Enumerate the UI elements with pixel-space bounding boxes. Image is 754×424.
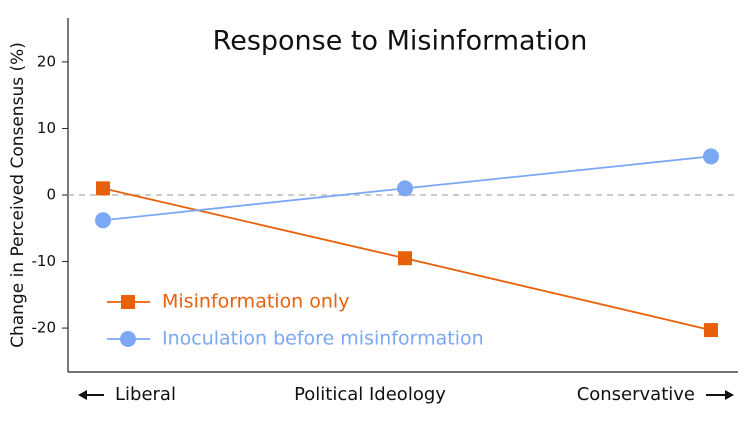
y-tick-label: -20 — [32, 319, 57, 337]
legend-marker — [120, 331, 136, 347]
y-tick-label: -10 — [32, 252, 57, 270]
marker — [95, 212, 111, 229]
legend-label: Misinformation only — [162, 291, 349, 313]
left-arrow — [78, 390, 104, 400]
marker — [703, 148, 719, 165]
marker — [398, 251, 412, 266]
x-axis-label: Political Ideology — [294, 384, 446, 405]
chart-title: Response to Misinformation — [213, 26, 588, 57]
legend-marker — [121, 295, 135, 309]
y-axis-label: Change in Perceived Consensus (%) — [8, 42, 28, 348]
right-arrow — [706, 390, 734, 400]
marker — [96, 181, 110, 196]
x-tick-label: Conservative — [577, 384, 695, 405]
marker — [704, 323, 718, 338]
y-tick-label: 0 — [46, 186, 56, 204]
legend-label: Inoculation before misinformation — [162, 328, 484, 350]
y-tick-label: 20 — [37, 52, 56, 70]
y-tick-label: 10 — [37, 119, 56, 137]
marker — [397, 180, 413, 197]
x-tick-label: Liberal — [115, 384, 176, 405]
